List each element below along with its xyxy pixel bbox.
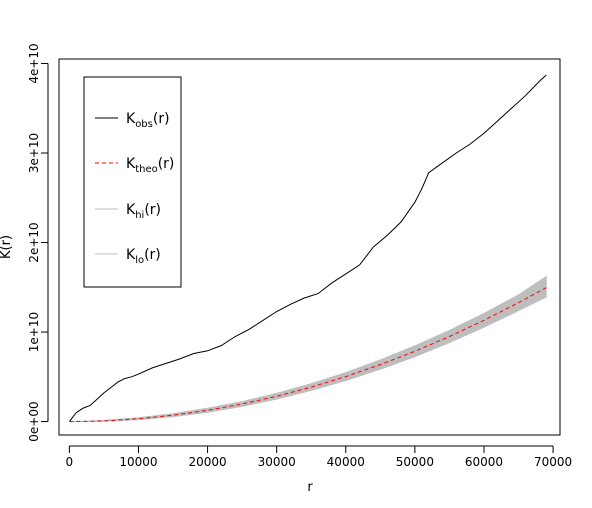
y-tick-label: 1e+10	[27, 312, 41, 352]
envelope-band	[69, 275, 547, 423]
x-tick-label: 20000	[188, 455, 226, 469]
x-axis: 0 10000 20000 30000 40000 50000 60000 70000	[66, 445, 572, 469]
legend-box	[83, 76, 182, 288]
series-line-theo	[69, 287, 547, 423]
y-tick-label: 0e+00	[27, 401, 41, 441]
legend-label-obs: Kobs(r)	[126, 111, 170, 130]
x-tick-label: 0	[66, 455, 74, 469]
x-tick-label: 70000	[534, 455, 572, 469]
series-layer	[69, 74, 547, 423]
y-tick-label: 3e+10	[27, 133, 41, 173]
plot-area-frame	[58, 58, 561, 436]
legend-label-lo: Klo(r)	[126, 247, 161, 266]
legend-label-theo: Ktheo(r)	[126, 156, 174, 175]
x-tick-label: 50000	[396, 455, 434, 469]
y-axis-label: K(r)	[0, 235, 14, 259]
x-axis-label: r	[307, 480, 313, 495]
legend: Kobs(r) Ktheo(r) Khi(r) Klo(r)	[83, 76, 182, 288]
x-tick-label: 60000	[465, 455, 503, 469]
series-line-obs	[69, 74, 547, 422]
x-tick-label: 10000	[119, 455, 157, 469]
envelope-band-area	[69, 275, 547, 423]
y-axis: 0e+00 1e+10 2e+10 3e+10 4e+10	[27, 43, 49, 442]
y-tick-label: 4e+10	[27, 43, 41, 83]
legend-label-hi: Khi(r)	[126, 202, 161, 221]
y-tick-label: 2e+10	[27, 222, 41, 262]
x-tick-label: 30000	[258, 455, 296, 469]
x-tick-label: 40000	[327, 455, 365, 469]
